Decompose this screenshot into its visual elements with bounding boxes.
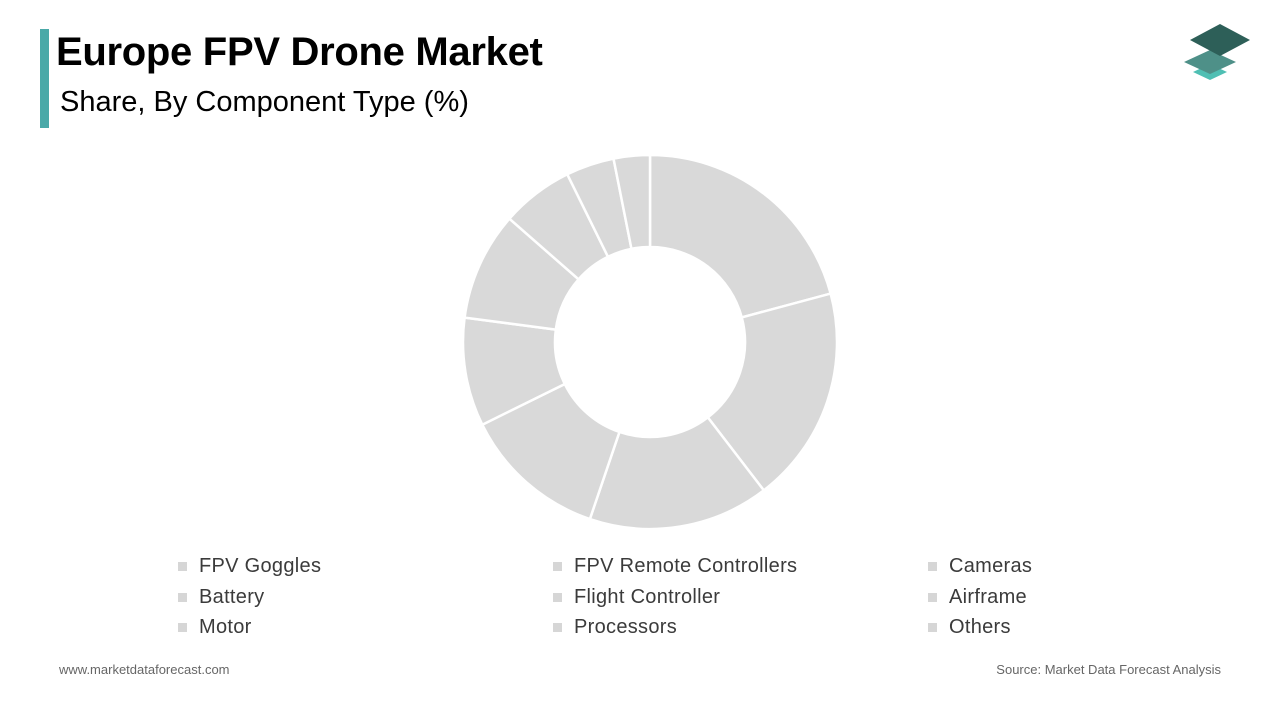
legend-swatch	[553, 623, 562, 632]
chart-subtitle: Share, By Component Type (%)	[60, 86, 469, 118]
legend-label: Airframe	[949, 586, 1027, 608]
legend-item-fpv-goggles: FPV Goggles	[178, 555, 321, 578]
legend-swatch	[553, 562, 562, 571]
legend-label: Cameras	[949, 555, 1033, 577]
legend-swatch	[928, 562, 937, 571]
donut-slice-fpv-goggles	[648, 153, 833, 319]
legend-label: Flight Controller	[574, 586, 721, 608]
legend-label: Processors	[574, 616, 678, 638]
footer-source: Source: Market Data Forecast Analysis	[996, 662, 1221, 677]
legend-label: FPV Remote Controllers	[574, 555, 798, 577]
stacked-layers-icon	[1184, 24, 1250, 80]
legend-label: Others	[949, 616, 1011, 638]
donut-slice-cameras	[588, 415, 766, 531]
legend-swatch	[928, 623, 937, 632]
legend-swatch	[553, 593, 562, 602]
legend-swatch	[928, 593, 937, 602]
legend-item-others: Others	[928, 616, 1011, 639]
legend-swatch	[178, 562, 187, 571]
legend-swatch	[178, 623, 187, 632]
footer-website: www.marketdataforecast.com	[59, 662, 230, 677]
legend-item-motor: Motor	[178, 616, 252, 639]
donut-slices	[461, 153, 839, 531]
legend-label: Battery	[199, 586, 265, 608]
legend-item-flight-controller: Flight Controller	[553, 586, 720, 609]
legend-swatch	[178, 593, 187, 602]
title-accent-bar	[40, 29, 49, 128]
logo-layer-top	[1190, 24, 1250, 56]
legend-item-airframe: Airframe	[928, 586, 1027, 609]
donut-slice-fpv-remote-controllers	[706, 292, 839, 493]
donut-slice-others	[612, 153, 652, 251]
legend-item-processors: Processors	[553, 616, 677, 639]
legend-label: FPV Goggles	[199, 555, 322, 577]
logo-layer-middle	[1184, 50, 1236, 74]
chart-title: Europe FPV Drone Market	[56, 30, 543, 74]
legend-item-fpv-remote-controllers: FPV Remote Controllers	[553, 555, 797, 578]
legend-label: Motor	[199, 616, 252, 638]
legend-item-battery: Battery	[178, 586, 264, 609]
legend-item-cameras: Cameras	[928, 555, 1032, 578]
